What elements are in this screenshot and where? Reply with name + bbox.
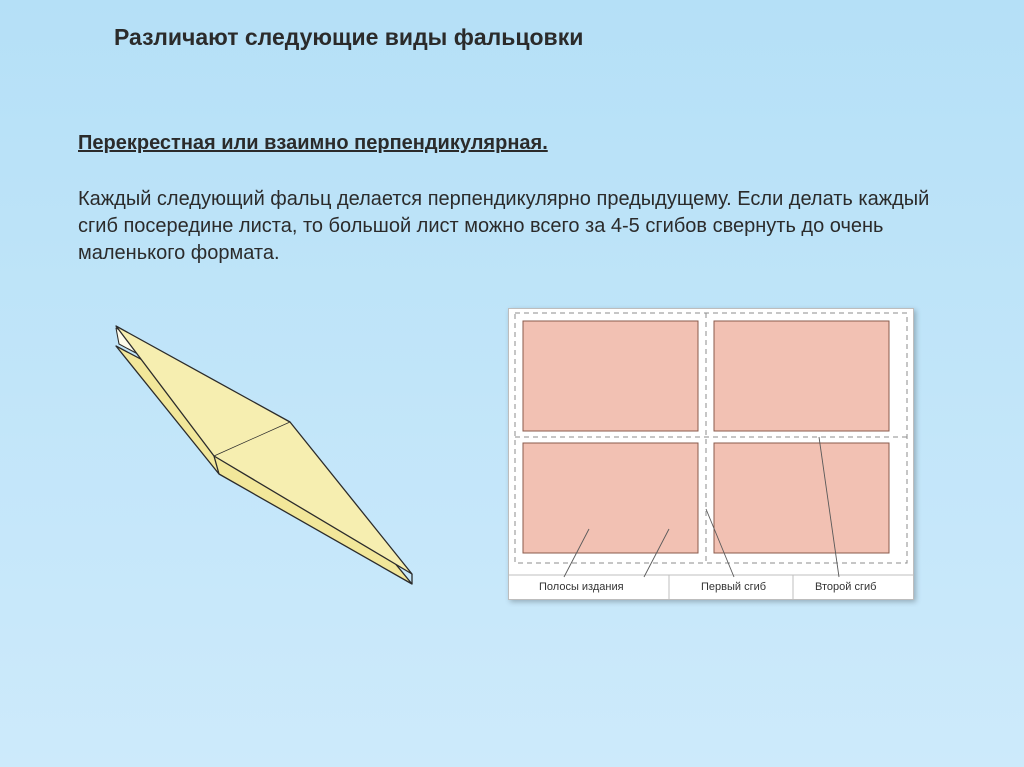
caption-col3: Второй сгиб <box>815 581 876 593</box>
caption-col1: Полосы издания <box>539 581 624 593</box>
subtitle: Перекрестная или взаимно перпендикулярна… <box>78 132 548 155</box>
figure-fold-grid: Полосы издания Первый сгиб Второй сгиб <box>508 308 914 600</box>
folded-sheet-svg <box>84 306 429 596</box>
figure-folded-sheet <box>84 306 429 596</box>
slide: Различают следующие виды фальцовки Перек… <box>0 0 1024 767</box>
fold-grid-svg <box>509 309 913 599</box>
caption-col2: Первый сгиб <box>701 581 766 593</box>
body-text: Каждый следующий фальц делается перпенди… <box>78 186 948 267</box>
page-title: Различают следующие виды фальцовки <box>114 24 583 51</box>
